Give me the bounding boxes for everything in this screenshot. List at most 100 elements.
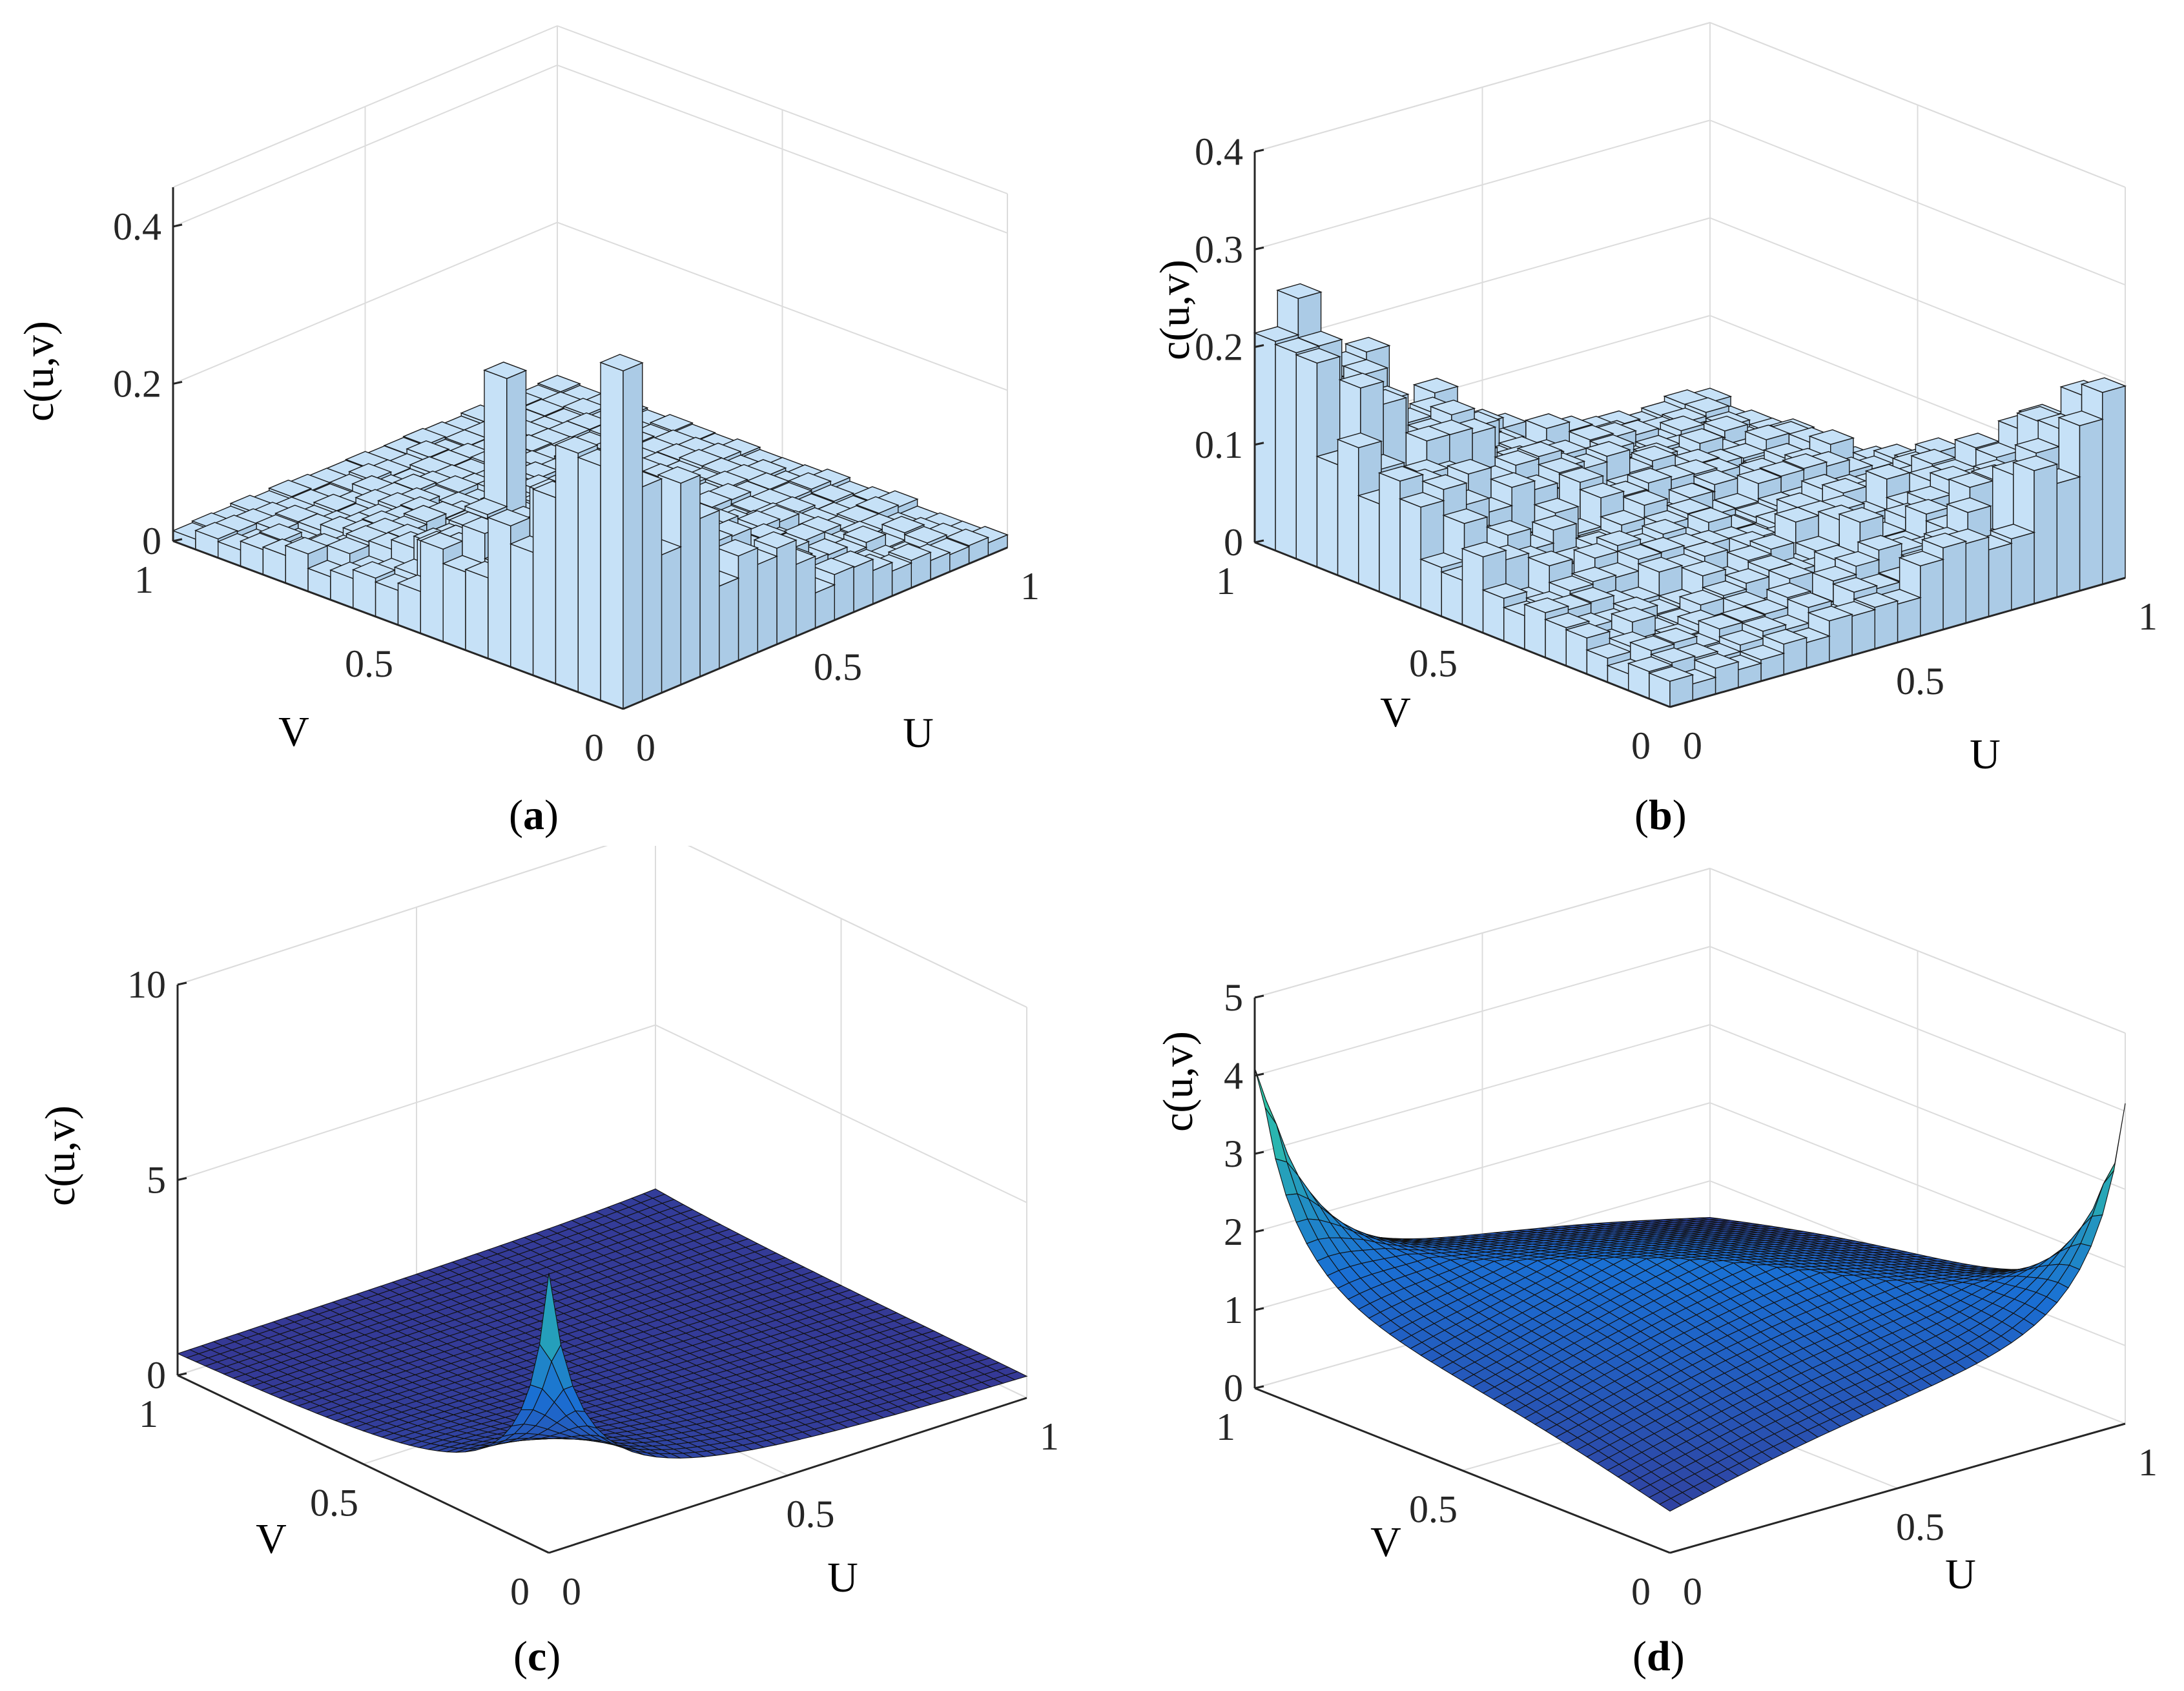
u-tick-label: 0.5: [787, 1493, 835, 1535]
xlabel-b: U: [1970, 731, 2001, 778]
v-tick-label: 0: [1631, 724, 1651, 767]
surface-cell-d: [1264, 1107, 1288, 1163]
u-axis-line: [1669, 1422, 2126, 1554]
z-tick-mark: [1254, 1151, 1264, 1155]
z-tick-label: 1: [1224, 1289, 1243, 1331]
grid-line: [557, 221, 1008, 391]
z-tick-label: 0.1: [1195, 424, 1243, 466]
u-tick-label: 1: [1020, 565, 1040, 608]
v-tick-label: 1: [139, 1393, 158, 1435]
u-tick-label: 0.5: [814, 646, 862, 688]
grid-line: [177, 846, 608, 985]
v-tick-label: 1: [1216, 560, 1235, 602]
grid-line: [1709, 217, 2126, 384]
grid-line: [172, 25, 558, 188]
grid-line: [1709, 1024, 2126, 1190]
z-tick-label: 10: [127, 963, 166, 1006]
ylabel-c: V: [256, 1515, 287, 1563]
panel-d: 0 1 2 3 4 5 0 0.5 1 0 0.5 1 c(u,v) U V (d): [1092, 846, 2184, 1691]
caption-b: (b): [1634, 792, 1687, 839]
u-tick-label: 0: [562, 1570, 581, 1613]
ylabel-b: V: [1380, 689, 1411, 736]
grid-line: [1254, 1102, 1711, 1233]
z-tick-mark: [1254, 539, 1264, 544]
xlabel-c: U: [827, 1554, 858, 1601]
v-axis-line: [172, 540, 624, 710]
z-tick-mark: [1254, 442, 1264, 446]
z-tick-label: 0: [147, 1354, 166, 1397]
v-tick-label: 0: [584, 726, 604, 769]
z-tick-mark: [1254, 1229, 1264, 1233]
xlabel-a: U: [903, 710, 934, 757]
v-tick-label: 0.5: [345, 642, 393, 685]
u-tick-label: 0.5: [1896, 660, 1944, 702]
zlabel-c: c(u,v): [37, 1105, 84, 1206]
grid-line: [1254, 868, 1711, 998]
z-tick-mark: [1254, 149, 1264, 153]
z-tick-mark: [1254, 994, 1264, 999]
v-tick-label: 1: [134, 559, 154, 601]
z-tick-label: 0.4: [1195, 130, 1243, 173]
z-tick-mark: [177, 1177, 187, 1181]
z-tick-label: 0: [1224, 1367, 1243, 1409]
u-tick-label: 0: [1683, 1570, 1702, 1613]
grid-line: [1709, 946, 2126, 1112]
z-tick-mark: [1254, 1307, 1264, 1311]
z-tick-label: 3: [1224, 1132, 1243, 1175]
grid-line: [557, 25, 1008, 194]
grid-line: [1254, 119, 1711, 251]
z-tick-mark: [1254, 344, 1264, 348]
z-tick-mark: [172, 223, 183, 228]
u-tick-label: 1: [2138, 595, 2158, 638]
z-tick-label: 5: [147, 1159, 166, 1202]
grid-line: [1254, 946, 1711, 1076]
v-axis-line: [1254, 541, 1671, 708]
grid-line: [655, 1024, 1027, 1204]
v-tick-label: 0.5: [1409, 1488, 1458, 1531]
caption-d: (d): [1633, 1633, 1685, 1680]
grid-line: [1709, 868, 2126, 1034]
grid-line: [1709, 119, 2126, 286]
grid-line: [1254, 1024, 1711, 1154]
v-tick-label: 0.5: [1409, 642, 1458, 685]
u-axis-line: [623, 546, 1008, 710]
z-tick-mark: [1254, 246, 1264, 251]
u-tick-label: 0: [1683, 724, 1702, 767]
z-tick-label: 0.2: [1195, 326, 1243, 369]
z-tick-label: 0.4: [113, 205, 161, 248]
z-tick-label: 0: [1224, 521, 1243, 564]
grid-line: [557, 64, 1008, 234]
grid-line: [1709, 1102, 2126, 1268]
v-tick-label: 0.5: [310, 1482, 358, 1524]
v-tick-label: 1: [1216, 1406, 1235, 1448]
v-axis-line: [177, 1374, 550, 1554]
panel-c: 0 5 10 0 0.5 1 0 0.5 1 c(u,v) U V (c): [0, 846, 1092, 1691]
u-axis-line: [1669, 577, 2126, 708]
caption-a: (a): [509, 792, 559, 839]
z-tick-mark: [1254, 1385, 1264, 1389]
surface-cell-c: [539, 1273, 562, 1362]
grid-line: [1254, 217, 1711, 348]
u-tick-label: 1: [1040, 1415, 1059, 1458]
zlabel-d: c(u,v): [1155, 1031, 1202, 1132]
z-tick-label: 0.2: [113, 362, 161, 405]
z-tick-mark: [172, 380, 183, 385]
xlabel-d: U: [1945, 1551, 1976, 1598]
grid-line: [172, 64, 558, 227]
grid-line: [687, 846, 1027, 1008]
u-tick-label: 0.5: [1896, 1506, 1944, 1548]
bar-a: [599, 354, 644, 710]
z-tick-mark: [177, 981, 187, 986]
surface-cell-d: [2103, 1103, 2126, 1184]
ylabel-a: V: [278, 708, 309, 755]
grid-line: [1709, 22, 2126, 188]
surface-cell-d: [1254, 1067, 1277, 1125]
u-tick-label: 1: [2138, 1441, 2158, 1484]
zlabel-b: c(u,v): [1151, 260, 1199, 360]
z-tick-label: 2: [1224, 1211, 1243, 1253]
v-tick-label: 0: [510, 1570, 530, 1613]
